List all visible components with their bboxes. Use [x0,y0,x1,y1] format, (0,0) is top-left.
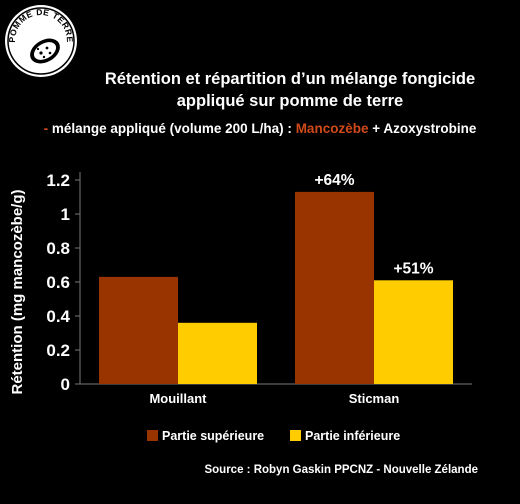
legend-label: Partie inférieure [305,429,400,443]
bar-mouillant-superieure [99,276,178,384]
subtitle-highlight: Mancozèbe [295,121,369,136]
legend-swatch [290,430,301,441]
data-label: +51% [393,260,433,277]
y-tick-label: 0.4 [46,307,70,326]
chart-title-line1: Rétention et répartition d’un mélange fo… [104,70,476,88]
subtitle-prefix: mélange appliqué (volume 200 L/ha) : [48,121,296,136]
chart-subtitle: - mélange appliqué (volume 200 L/ha) : M… [0,121,520,136]
y-tick-label: 0.6 [46,273,70,292]
y-tick-label: 0 [61,375,70,394]
bar-sticman-inferieure [374,280,453,384]
y-tick-label: 1 [61,205,70,224]
bar-mouillant-inferieure [178,322,257,384]
source-note: Source : Robyn Gaskin PPCNZ - Nouvelle Z… [204,464,478,476]
potato-icon [30,38,60,64]
y-tick-label: 1.2 [46,171,70,190]
x-tick-label: Mouillant [149,391,207,406]
legend-label: Partie supérieure [162,429,264,443]
y-tick-label: 0.2 [46,341,70,360]
x-tick-label: Sticman [349,391,400,406]
legend-swatch [147,430,158,441]
subtitle-suffix: + Azoxystrobine [368,121,477,136]
y-tick-label: 0.8 [46,239,70,258]
bar-sticman-superieure [295,191,374,384]
subtitle-dash: - [43,121,49,136]
pomme-de-terre-logo: POMME DE TERRE [5,5,77,77]
y-axis-label: Rétention (mg mancozèbe/g) [9,189,26,394]
data-label: +64% [314,172,354,189]
chart-title-line2: appliqué sur pomme de terre [176,92,404,110]
